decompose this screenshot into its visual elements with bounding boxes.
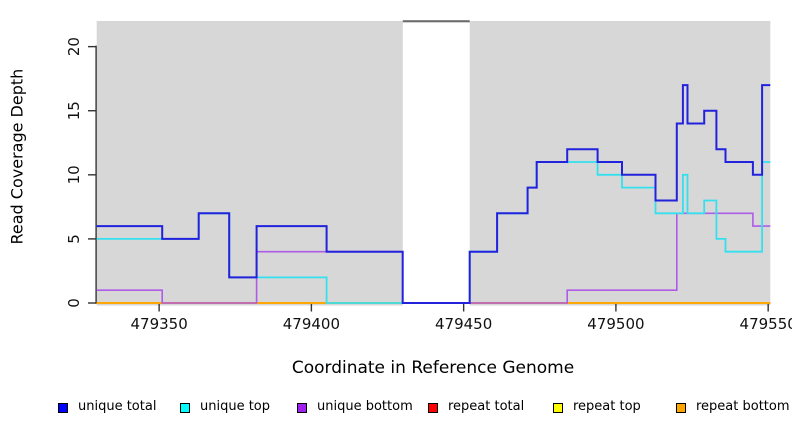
y-tick-label: 20 [65,37,83,56]
series-line-unique-bottom [96,212,771,304]
series-line-unique-top [96,161,771,304]
x-tick-label: 479450 [435,315,492,333]
x-tick-label: 479500 [587,315,644,333]
x-tick-label: 479350 [130,315,187,333]
no-data-band [402,20,470,306]
x-tick-label: 479400 [283,315,340,333]
x-tick-label: 479550 [740,315,792,333]
no-data-band-top-border [402,20,470,23]
x-axis-title: Coordinate in Reference Genome [291,358,575,378]
y-tick-label: 15 [65,101,83,120]
series-line-unique-total [96,84,771,304]
y-tick-label: 5 [65,234,83,244]
y-tick-label: 10 [65,165,83,184]
y-tick-label: 0 [65,298,83,308]
